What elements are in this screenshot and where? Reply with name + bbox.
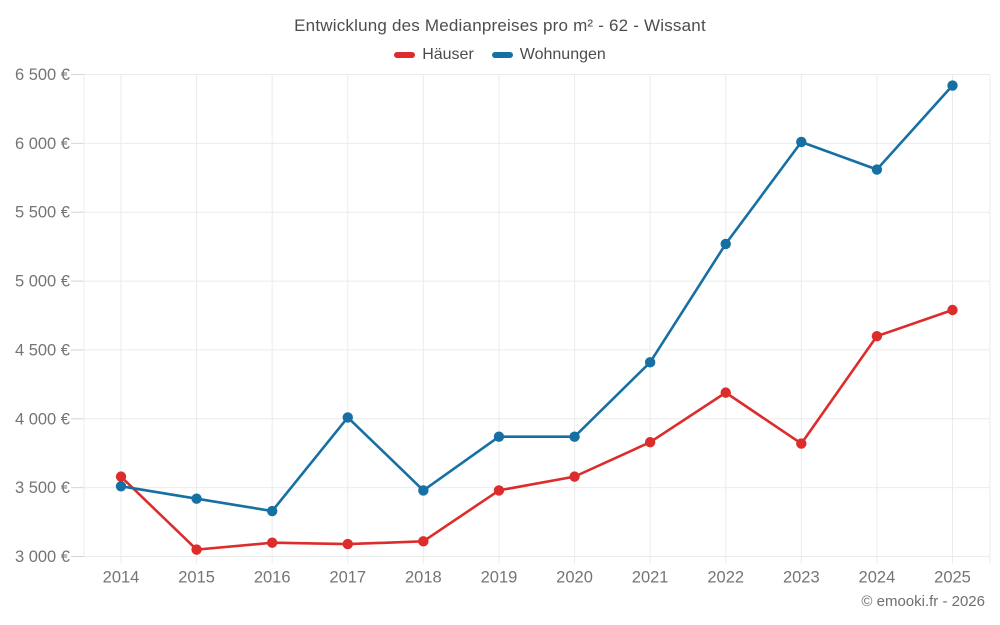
data-point-wohnungen-2022[interactable] — [720, 238, 731, 250]
data-point-hauser-2019[interactable] — [493, 485, 505, 496]
legend-label-wohnungen: Wohnungen — [519, 46, 606, 63]
x-tick-label: 2018 — [405, 569, 442, 587]
data-point-wohnungen-2023[interactable] — [796, 136, 807, 148]
data-point-hauser-2015[interactable] — [191, 544, 202, 555]
series-line-wohnungen — [119, 84, 954, 513]
legend-item-hauser[interactable]: Häuser — [394, 46, 474, 64]
data-point-hauser-2023[interactable] — [796, 438, 807, 449]
y-tick-label: 3 000 € — [15, 548, 70, 566]
y-tick-label: 4 000 € — [15, 410, 70, 428]
data-point-hauser-2017[interactable] — [342, 538, 353, 550]
chart-title: Entwicklung des Medianpreises pro m² - 6… — [294, 16, 706, 35]
x-tick-label: 2017 — [329, 569, 366, 587]
data-point-hauser-2020[interactable] — [569, 471, 580, 482]
legend-item-wohnungen[interactable]: Wohnungen — [491, 46, 606, 64]
data-point-wohnungen-2015[interactable] — [191, 493, 202, 504]
y-tick-label: 5 500 € — [15, 204, 70, 222]
x-tick-label: 2022 — [707, 569, 744, 587]
series-line-hauser — [119, 308, 954, 551]
data-point-wohnungen-2017[interactable] — [342, 412, 353, 423]
x-tick-label: 2025 — [934, 569, 971, 587]
data-point-hauser-2016[interactable] — [266, 537, 278, 548]
data-point-wohnungen-2025[interactable] — [947, 80, 958, 91]
data-point-wohnungen-2020[interactable] — [569, 431, 580, 442]
legend-label-hauser: Häuser — [422, 46, 474, 63]
y-tick-label: 6 000 € — [15, 135, 70, 153]
data-point-wohnungen-2016[interactable] — [266, 505, 278, 517]
x-tick-label: 2015 — [178, 569, 215, 587]
legend: Häuser Wohnungen — [0, 46, 1000, 64]
y-tick-label: 4 500 € — [15, 341, 70, 359]
data-point-wohnungen-2019[interactable] — [493, 431, 505, 442]
y-tick-label: 5 000 € — [15, 273, 70, 291]
data-point-hauser-2024[interactable] — [871, 330, 883, 342]
y-tick-label: 6 500 € — [15, 66, 70, 84]
x-tick-label: 2023 — [783, 569, 820, 587]
data-point-wohnungen-2021[interactable] — [644, 357, 656, 368]
hauser-legend-swatch-icon — [394, 52, 416, 58]
y-tick-label: 3 500 € — [15, 479, 70, 497]
data-point-hauser-2014[interactable] — [115, 471, 127, 482]
wohnungen-legend-swatch-icon — [491, 52, 513, 58]
data-point-hauser-2022[interactable] — [720, 387, 731, 398]
x-tick-label: 2021 — [632, 569, 669, 587]
data-point-wohnungen-2018[interactable] — [418, 485, 429, 496]
x-tick-label: 2019 — [481, 569, 518, 587]
data-point-hauser-2021[interactable] — [644, 436, 656, 448]
x-tick-label: 2024 — [859, 569, 896, 587]
x-tick-label: 2020 — [556, 569, 593, 587]
data-point-wohnungen-2014[interactable] — [115, 481, 127, 492]
data-point-hauser-2018[interactable] — [418, 536, 429, 547]
copyright-text: © emooki.fr - 2026 — [861, 593, 985, 610]
data-point-wohnungen-2024[interactable] — [871, 164, 883, 175]
x-tick-label: 2016 — [254, 569, 291, 587]
x-tick-label: 2014 — [103, 569, 140, 587]
data-point-hauser-2025[interactable] — [947, 304, 958, 316]
